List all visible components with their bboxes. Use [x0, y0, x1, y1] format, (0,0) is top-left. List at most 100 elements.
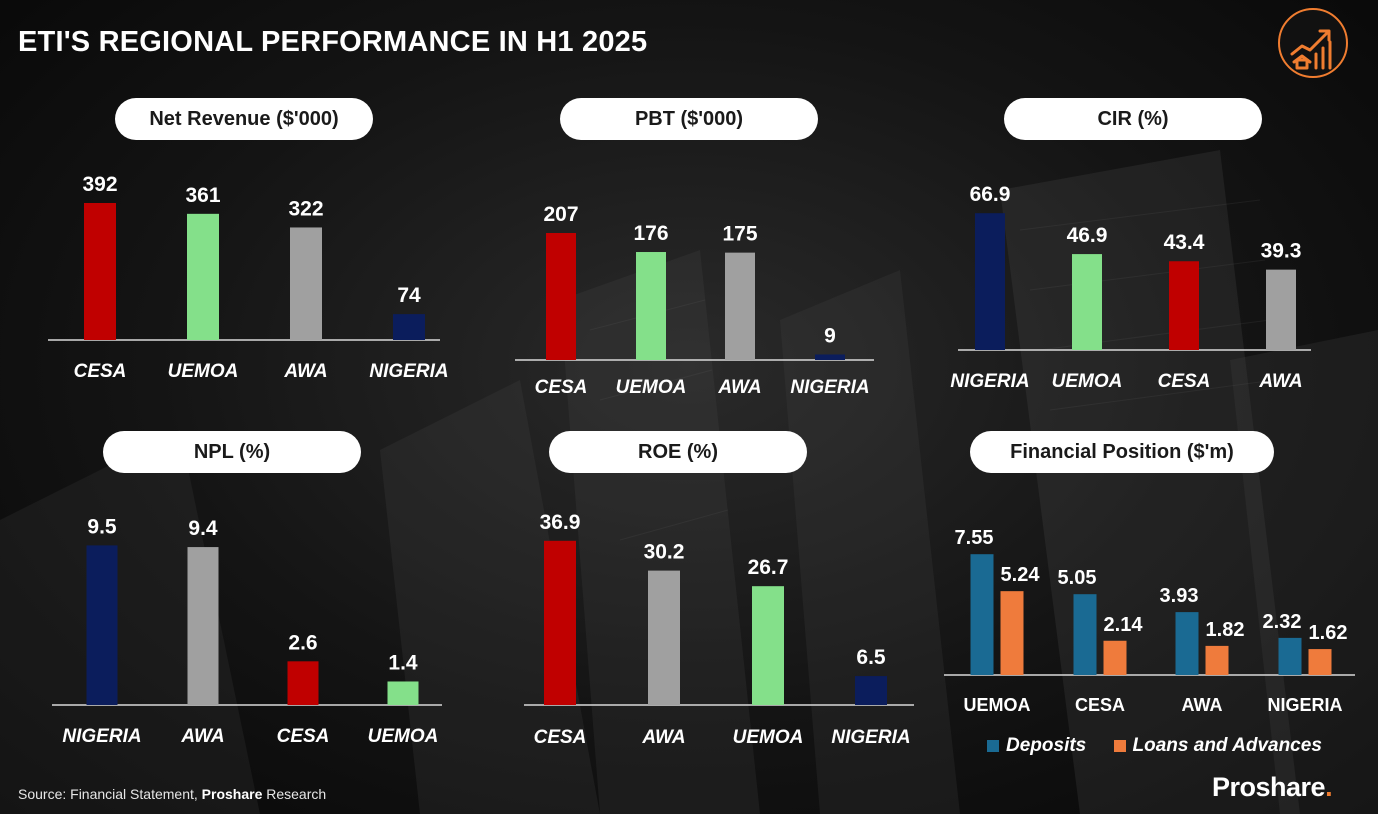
financial-position-data-label-loans-cesa: 2.14	[1104, 614, 1144, 636]
npl-tick-label-nigeria: NIGERIA	[62, 726, 141, 747]
net-revenue-tick-label-uemoa: UEMOA	[168, 361, 239, 382]
financial-position-data-label-deposits-awa: 3.93	[1160, 585, 1199, 607]
brand-logo: Proshare.	[1212, 772, 1333, 803]
pbt-tick-label-uemoa: UEMOA	[616, 377, 687, 398]
chart-title-pbt: PBT ($'000)	[560, 98, 818, 140]
net-revenue-data-label-nigeria: 74	[397, 284, 421, 307]
roe-data-label-cesa: 36.9	[540, 511, 581, 534]
roe-data-label-awa: 30.2	[644, 541, 685, 564]
legend-swatch-loans	[1113, 740, 1126, 752]
roe-bar-nigeria	[855, 676, 887, 705]
financial-position-bar-deposits-nigeria	[1278, 637, 1302, 675]
npl-bar-nigeria	[86, 545, 118, 705]
financial-position-bar-loans-cesa	[1103, 640, 1127, 675]
financial-position-tick-label-awa: AWA	[1181, 695, 1222, 715]
brand-dot: .	[1325, 772, 1333, 802]
npl-bar-uemoa	[387, 681, 419, 705]
roe-tick-label-uemoa: UEMOA	[733, 727, 804, 748]
legend-label-loans: Loans and Advances	[1132, 735, 1322, 756]
source-prefix: Source: Financial Statement,	[18, 786, 202, 802]
source-note: Source: Financial Statement, Proshare Re…	[18, 786, 326, 802]
source-brand: Proshare	[201, 786, 263, 802]
cir-data-label-nigeria: 66.9	[970, 183, 1011, 206]
pbt-data-label-awa: 175	[722, 223, 757, 246]
financial-position-data-label-loans-uemoa: 5.24	[1001, 564, 1041, 586]
cir-bar-uemoa	[1072, 254, 1102, 350]
financial-position-tick-label-uemoa: UEMOA	[964, 695, 1031, 715]
cir-data-label-cesa: 43.4	[1164, 231, 1205, 254]
roe-bar-awa	[648, 570, 680, 705]
cir-bar-nigeria	[975, 213, 1005, 350]
legend-item-deposits: Deposits	[987, 735, 1086, 757]
pbt-tick-label-awa: AWA	[717, 377, 761, 398]
financial-position-tick-label-cesa: CESA	[1075, 695, 1125, 715]
net-revenue-tick-label-awa: AWA	[283, 361, 327, 382]
financial-position-bar-loans-awa	[1205, 645, 1229, 675]
chart-title-roe: ROE (%)	[549, 431, 807, 473]
pbt-bar-awa	[725, 252, 755, 360]
page-title: ETI'S REGIONAL PERFORMANCE IN H1 2025	[18, 26, 648, 58]
roe-tick-label-cesa: CESA	[534, 727, 587, 748]
legend-swatch-deposits	[987, 740, 999, 752]
cir-tick-label-awa: AWA	[1258, 371, 1302, 392]
financial-position-data-label-deposits-cesa: 5.05	[1058, 567, 1097, 589]
cir-data-label-awa: 39.3	[1261, 240, 1302, 263]
financial-position-bar-deposits-uemoa	[970, 554, 994, 675]
cir-tick-label-cesa: CESA	[1158, 371, 1211, 392]
pbt-tick-label-cesa: CESA	[535, 377, 588, 398]
net-revenue-tick-label-nigeria: NIGERIA	[369, 361, 448, 382]
net-revenue-bar-cesa	[84, 202, 116, 340]
pbt-bar-uemoa	[636, 252, 666, 360]
cir-bar-awa	[1266, 269, 1296, 350]
financial-position-tick-label-nigeria: NIGERIA	[1267, 695, 1342, 715]
chart-title-npl: NPL (%)	[103, 431, 361, 473]
net-revenue-data-label-awa: 322	[288, 197, 323, 220]
npl-data-label-nigeria: 9.5	[87, 515, 117, 538]
roe-tick-label-nigeria: NIGERIA	[831, 727, 910, 748]
cir-bar-cesa	[1169, 261, 1199, 350]
financial-position-legend: Deposits Loans and Advances	[987, 735, 1344, 758]
logo-badge	[1278, 8, 1348, 78]
pbt-data-label-nigeria: 9	[824, 324, 836, 347]
net-revenue-data-label-uemoa: 361	[185, 184, 220, 207]
npl-tick-label-uemoa: UEMOA	[368, 726, 439, 747]
house-growth-chart-icon	[1290, 29, 1332, 70]
net-revenue-data-label-cesa: 392	[82, 173, 117, 196]
financial-position-data-label-deposits-nigeria: 2.32	[1263, 611, 1302, 633]
pbt-bar-cesa	[546, 233, 576, 360]
source-suffix: Research	[262, 786, 327, 802]
cir-data-label-uemoa: 46.9	[1067, 224, 1108, 247]
roe-bar-cesa	[544, 540, 576, 705]
financial-position-bar-loans-uemoa	[1000, 591, 1024, 675]
npl-tick-label-cesa: CESA	[277, 726, 330, 747]
brand-name: Proshare	[1212, 772, 1326, 802]
chart-title-financial-position: Financial Position ($'m)	[970, 431, 1274, 473]
net-revenue-bar-uemoa	[187, 213, 219, 340]
npl-tick-label-awa: AWA	[180, 726, 224, 747]
pbt-data-label-cesa: 207	[543, 203, 578, 226]
chart-title-cir: CIR (%)	[1004, 98, 1262, 140]
net-revenue-bar-nigeria	[393, 314, 425, 340]
roe-data-label-nigeria: 6.5	[856, 646, 886, 669]
roe-tick-label-awa: AWA	[641, 727, 685, 748]
cir-tick-label-nigeria: NIGERIA	[950, 371, 1029, 392]
roe-data-label-uemoa: 26.7	[748, 556, 789, 579]
chart-title-net-revenue: Net Revenue ($'000)	[115, 98, 373, 140]
npl-data-label-awa: 9.4	[188, 517, 218, 540]
roe-bar-uemoa	[752, 586, 784, 705]
pbt-bar-nigeria	[815, 354, 845, 360]
financial-position-data-label-loans-awa: 1.82	[1206, 619, 1245, 641]
pbt-tick-label-nigeria: NIGERIA	[790, 377, 869, 398]
financial-position-bar-deposits-cesa	[1073, 594, 1097, 675]
legend-item-loans: Loans and Advances	[1113, 735, 1322, 757]
pbt-data-label-uemoa: 176	[633, 222, 668, 245]
npl-data-label-cesa: 2.6	[288, 631, 317, 654]
financial-position-data-label-deposits-uemoa: 7.55	[955, 527, 994, 549]
cir-tick-label-uemoa: UEMOA	[1052, 371, 1123, 392]
net-revenue-bar-awa	[290, 227, 322, 340]
financial-position-bar-deposits-awa	[1175, 612, 1199, 675]
financial-position-data-label-loans-nigeria: 1.62	[1309, 622, 1348, 644]
financial-position-bar-loans-nigeria	[1308, 649, 1332, 675]
npl-bar-cesa	[287, 661, 319, 705]
